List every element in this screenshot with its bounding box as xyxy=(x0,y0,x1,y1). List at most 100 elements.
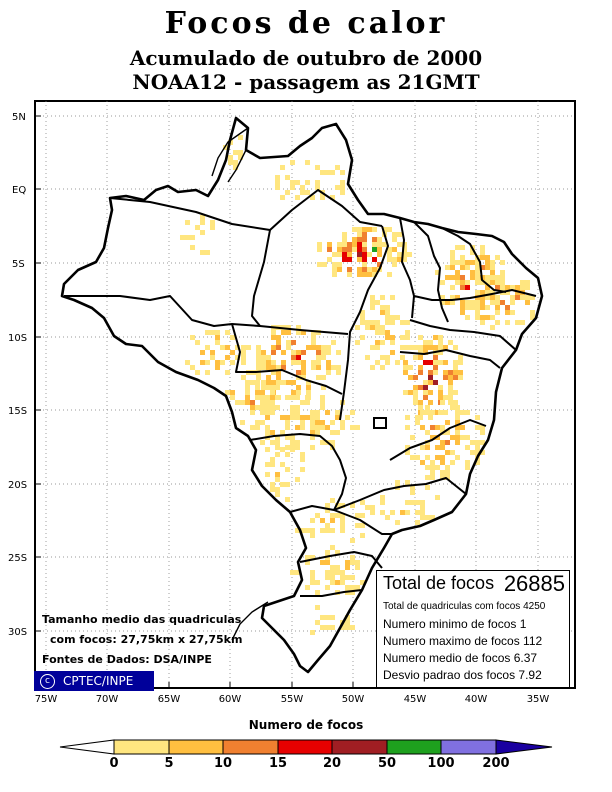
fire-cell xyxy=(317,242,322,247)
fire-cell xyxy=(475,445,480,450)
fire-cell xyxy=(350,625,355,630)
fire-cell xyxy=(271,360,276,365)
fire-cell xyxy=(260,440,265,445)
fire-cell xyxy=(275,395,280,400)
fire-cell xyxy=(365,505,370,510)
fire-cell xyxy=(438,390,443,395)
fire-cell xyxy=(342,252,347,257)
fire-cell xyxy=(435,455,440,460)
fire-cell xyxy=(490,295,495,300)
fire-cell xyxy=(256,375,261,380)
fire-cell xyxy=(345,625,350,630)
fire-cell xyxy=(291,360,296,365)
fire-cell xyxy=(316,345,321,350)
fire-cell xyxy=(347,267,352,272)
fire-cell xyxy=(347,257,352,262)
fire-cell xyxy=(480,305,485,310)
fire-cell xyxy=(428,400,433,405)
fire-cell xyxy=(525,285,530,290)
brazil-outline xyxy=(60,116,544,674)
fire-cell xyxy=(335,503,340,508)
fire-cell xyxy=(435,445,440,450)
fire-cell xyxy=(310,575,315,580)
fire-cell xyxy=(255,390,260,395)
fire-cell xyxy=(295,440,300,445)
fire-cell xyxy=(495,295,500,300)
fire-cell xyxy=(296,350,301,355)
map-subtitle-period: Acumulado de outubro de 2000 xyxy=(129,46,483,70)
lon-label-70w: 70W xyxy=(96,694,119,705)
fire-cell xyxy=(450,265,455,270)
lat-label-10s: 10S xyxy=(8,333,27,344)
fire-cell xyxy=(335,565,340,570)
fire-cell xyxy=(280,415,285,420)
fire-cell xyxy=(331,340,336,345)
fire-cell xyxy=(350,425,355,430)
fire-cell xyxy=(276,375,281,380)
fire-cell xyxy=(460,425,465,430)
fire-cell xyxy=(428,360,433,365)
legend-tick-10: 10 xyxy=(213,756,233,771)
federal-district-marker xyxy=(373,417,387,429)
fire-cell xyxy=(430,470,435,475)
credit-badge: c CPTEC/INPE xyxy=(34,671,154,691)
fire-cell xyxy=(280,195,285,200)
fire-cell xyxy=(395,360,400,365)
fire-cell xyxy=(276,380,281,385)
fire-cell xyxy=(350,538,355,543)
fire-cell xyxy=(355,340,360,345)
fire-cell xyxy=(423,360,428,365)
fire-cell xyxy=(200,350,205,355)
fire-cell xyxy=(423,390,428,395)
fire-cell xyxy=(465,460,470,465)
fire-cell xyxy=(475,460,480,465)
fire-cell xyxy=(370,325,375,330)
fire-cell xyxy=(415,520,420,525)
fire-cell xyxy=(347,247,352,252)
fire-cell xyxy=(327,247,332,252)
fire-cell xyxy=(375,360,380,365)
fire-cell xyxy=(320,625,325,630)
fire-cell xyxy=(420,410,425,415)
fire-cell xyxy=(330,420,335,425)
fire-cell xyxy=(340,523,345,528)
fire-cell xyxy=(325,615,330,620)
fire-cell xyxy=(485,260,490,265)
fire-cell xyxy=(480,450,485,455)
fire-cell xyxy=(316,350,321,355)
fire-cell xyxy=(453,365,458,370)
fire-cell xyxy=(433,380,438,385)
fire-cell xyxy=(460,410,465,415)
fire-cell xyxy=(296,330,301,335)
fire-cell xyxy=(440,475,445,480)
fire-cell xyxy=(255,420,260,425)
fire-cell xyxy=(285,190,290,195)
fire-cell xyxy=(330,498,335,503)
fire-cell xyxy=(385,515,390,520)
fire-cell xyxy=(357,232,362,237)
fire-cell xyxy=(475,440,480,445)
fire-cell xyxy=(337,267,342,272)
fire-cell xyxy=(350,575,355,580)
fire-cell xyxy=(327,242,332,247)
fire-cell xyxy=(405,450,410,455)
fire-cell xyxy=(311,330,316,335)
fire-cell xyxy=(500,275,505,280)
fire-cell xyxy=(300,400,305,405)
fire-cell xyxy=(475,300,480,305)
fire-cell xyxy=(300,185,305,190)
fire-cell xyxy=(360,315,365,320)
fire-cell xyxy=(480,290,485,295)
fire-cell xyxy=(423,395,428,400)
fire-cell xyxy=(440,300,445,305)
fire-cell xyxy=(423,380,428,385)
fire-cell xyxy=(440,455,445,460)
fire-cell xyxy=(330,545,335,550)
fire-cell xyxy=(430,410,435,415)
fire-cell xyxy=(453,345,458,350)
fire-cell xyxy=(453,375,458,380)
fire-cell xyxy=(445,300,450,305)
fire-cell xyxy=(255,405,260,410)
fire-cell xyxy=(325,503,330,508)
fire-cell xyxy=(330,565,335,570)
